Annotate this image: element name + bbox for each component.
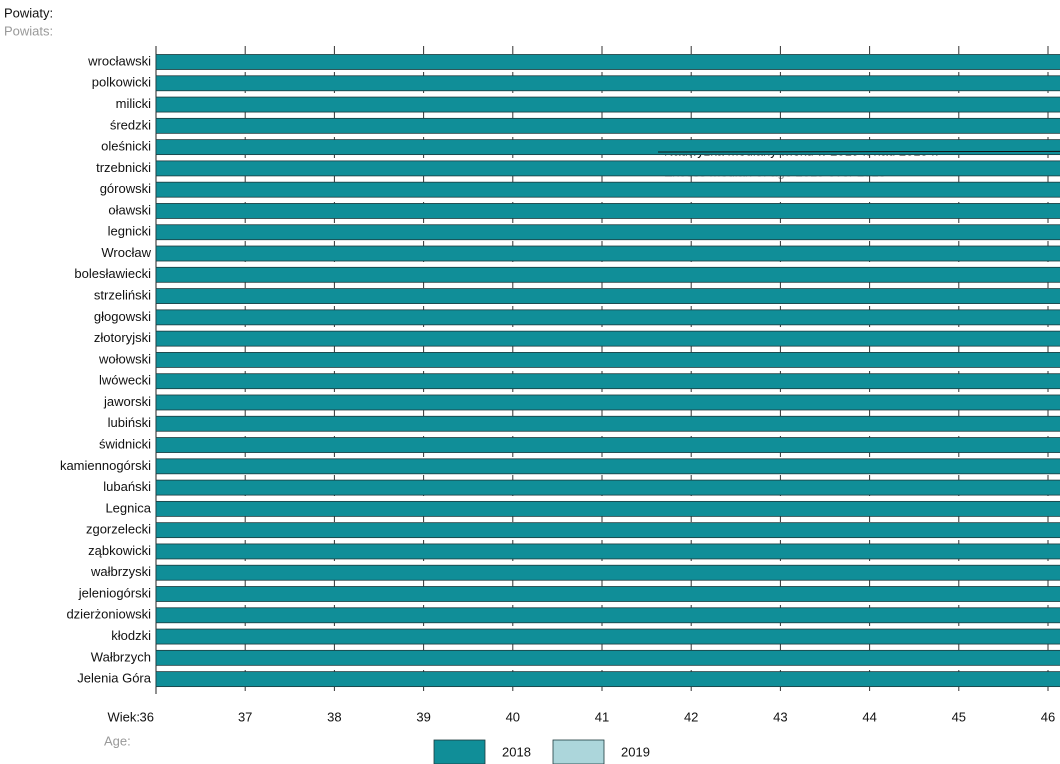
y-tick-label: Wrocław — [101, 245, 151, 260]
bar-segment — [155, 628, 1060, 645]
bar-segment — [155, 564, 1060, 581]
y-tick-label: oławski — [108, 202, 151, 217]
x-tick-label: 46 — [1041, 709, 1055, 724]
bar-segment — [155, 117, 1060, 134]
bar-segment — [155, 288, 1060, 304]
y-tick-label: średzki — [110, 117, 151, 132]
x-tick-label: 36 — [140, 709, 154, 724]
y-tick-label: jeleniogórski — [78, 585, 151, 600]
y-label-en: Powiats: — [4, 23, 53, 38]
bar-segment — [155, 586, 1060, 602]
bar-segment — [155, 437, 1060, 453]
bar-segment — [155, 224, 1060, 241]
y-tick-label: głogowski — [94, 309, 151, 324]
y-tick-label: oleśnicki — [101, 139, 151, 154]
bar-segment — [155, 352, 1060, 368]
x-tick-label: 40 — [506, 709, 520, 724]
y-tick-label: wałbrzyski — [90, 564, 151, 579]
y-tick-label: lubański — [103, 479, 151, 494]
bar-segment — [155, 522, 1060, 539]
legend-label: 2018 — [502, 744, 531, 759]
bar-segment — [155, 160, 1060, 177]
bar-segment — [155, 309, 1060, 326]
y-tick-label: bolesławiecki — [74, 266, 151, 281]
y-tick-label: wołowski — [98, 351, 151, 366]
bar-segment — [155, 458, 1060, 475]
bar-segment — [155, 649, 1060, 666]
bar-segment — [155, 543, 1060, 560]
x-tick-label: 41 — [595, 709, 609, 724]
y-tick-label: Jelenia Góra — [77, 671, 151, 686]
legend-label: 2019 — [621, 744, 650, 759]
bar-segment — [155, 671, 1060, 688]
legend-swatch — [552, 739, 605, 764]
x-label: Wiek: — [108, 709, 141, 724]
x-tick-label: 38 — [327, 709, 341, 724]
x-tick-label: 45 — [952, 709, 966, 724]
bar-segment — [155, 500, 1060, 517]
y-tick-label: jaworski — [103, 394, 151, 409]
bar-segment — [155, 203, 1060, 219]
bar-segment — [155, 479, 1060, 496]
bar-segment — [155, 266, 1060, 283]
legend-swatch — [433, 739, 486, 764]
y-tick-label: Wałbrzych — [91, 649, 151, 664]
bar-segment — [155, 75, 1060, 92]
y-tick-label: Legnica — [105, 500, 151, 515]
x-tick-label: 42 — [684, 709, 698, 724]
bar-segment — [155, 181, 1060, 198]
y-tick-label: legnicki — [108, 224, 151, 239]
y-tick-label: milicki — [116, 96, 151, 111]
y-tick-label: lubiński — [108, 415, 151, 430]
y-tick-label: górowski — [100, 181, 151, 196]
x-tick-label: 37 — [238, 709, 252, 724]
bar-segment — [155, 96, 1060, 113]
bar-segment — [155, 607, 1060, 624]
y-tick-label: złotoryjski — [94, 330, 151, 345]
bar-segment — [155, 394, 1060, 411]
bar-segment — [155, 54, 1060, 70]
x-tick-label: 43 — [773, 709, 787, 724]
bar-segment — [155, 330, 1060, 347]
bar-segment — [155, 245, 1060, 262]
y-tick-label: lwówecki — [99, 373, 151, 388]
y-tick-label: ząbkowicki — [88, 543, 151, 558]
x-tick-label: 44 — [862, 709, 876, 724]
y-tick-label: świdnicki — [99, 436, 151, 451]
y-tick-label: dzierżoniowski — [66, 607, 151, 622]
y-label: Powiaty: — [4, 5, 53, 20]
y-tick-label: zgorzelecki — [86, 522, 151, 537]
x-label-en: Age: — [104, 733, 131, 748]
x-tick-label: 39 — [416, 709, 430, 724]
y-tick-label: strzeliński — [94, 288, 151, 303]
bar-segment — [155, 139, 1060, 156]
bar-segment — [155, 415, 1060, 432]
y-tick-label: kamiennogórski — [60, 458, 151, 473]
y-tick-label: polkowicki — [92, 75, 151, 90]
bar-segment — [155, 373, 1060, 390]
y-tick-label: kłodzki — [111, 628, 151, 643]
y-tick-label: trzebnicki — [96, 160, 151, 175]
y-tick-label: wrocławski — [87, 53, 151, 68]
